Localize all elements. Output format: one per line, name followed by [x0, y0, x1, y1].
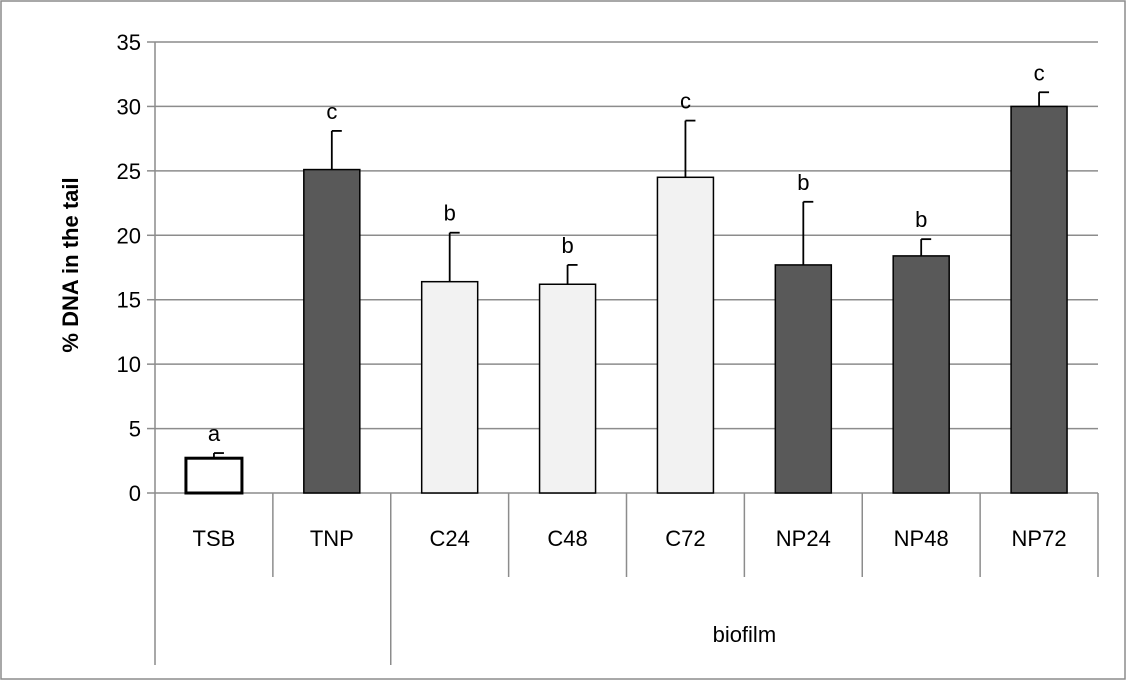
- y-tick-label-10: 10: [117, 352, 141, 377]
- bar-NP24: [774, 264, 833, 494]
- significance-label-NP48: b: [915, 207, 927, 232]
- category-label-C24: C24: [430, 526, 470, 551]
- y-tick-label-5: 5: [129, 417, 141, 442]
- y-tick-label-25: 25: [117, 159, 141, 184]
- category-label-C72: C72: [665, 526, 705, 551]
- bar-C24: [420, 280, 479, 494]
- category-label-NP24: NP24: [776, 526, 831, 551]
- category-label-NP48: NP48: [894, 526, 949, 551]
- y-tick-label-0: 0: [129, 481, 141, 506]
- category-label-TNP: TNP: [310, 526, 354, 551]
- y-tick-label-30: 30: [117, 94, 141, 119]
- significance-label-TSB: a: [208, 421, 221, 446]
- y-tick-label-35: 35: [117, 30, 141, 55]
- y-axis-title: % DNA in the tail: [58, 177, 83, 352]
- significance-label-TNP: c: [326, 99, 337, 124]
- category-label-C48: C48: [547, 526, 587, 551]
- significance-label-NP24: b: [797, 170, 809, 195]
- category-label-TSB: TSB: [193, 526, 236, 551]
- bar-C48: [538, 283, 597, 494]
- category-label-NP72: NP72: [1012, 526, 1067, 551]
- bar-NP72: [1010, 105, 1068, 494]
- significance-label-C48: b: [561, 233, 573, 258]
- bar-TNP: [303, 168, 361, 494]
- error-bars: [213, 91, 1050, 459]
- y-tick-label-20: 20: [117, 223, 141, 248]
- bar-TSB: [184, 456, 244, 495]
- labels: 0 5 10 15 20 25 30 35 biofilm a TSB c TNP b C24 b C48 c C7…: [117, 30, 1067, 647]
- group-label-biofilm: biofilm: [713, 622, 777, 647]
- y-tick-label-15: 15: [117, 288, 141, 313]
- significance-label-C24: b: [444, 201, 456, 226]
- significance-label-C72: c: [680, 89, 691, 114]
- bars: [184, 105, 1068, 495]
- category-table: [272, 493, 1099, 665]
- bar-NP48: [892, 255, 950, 494]
- significance-label-NP72: c: [1034, 60, 1045, 85]
- bar-C72: [656, 176, 715, 494]
